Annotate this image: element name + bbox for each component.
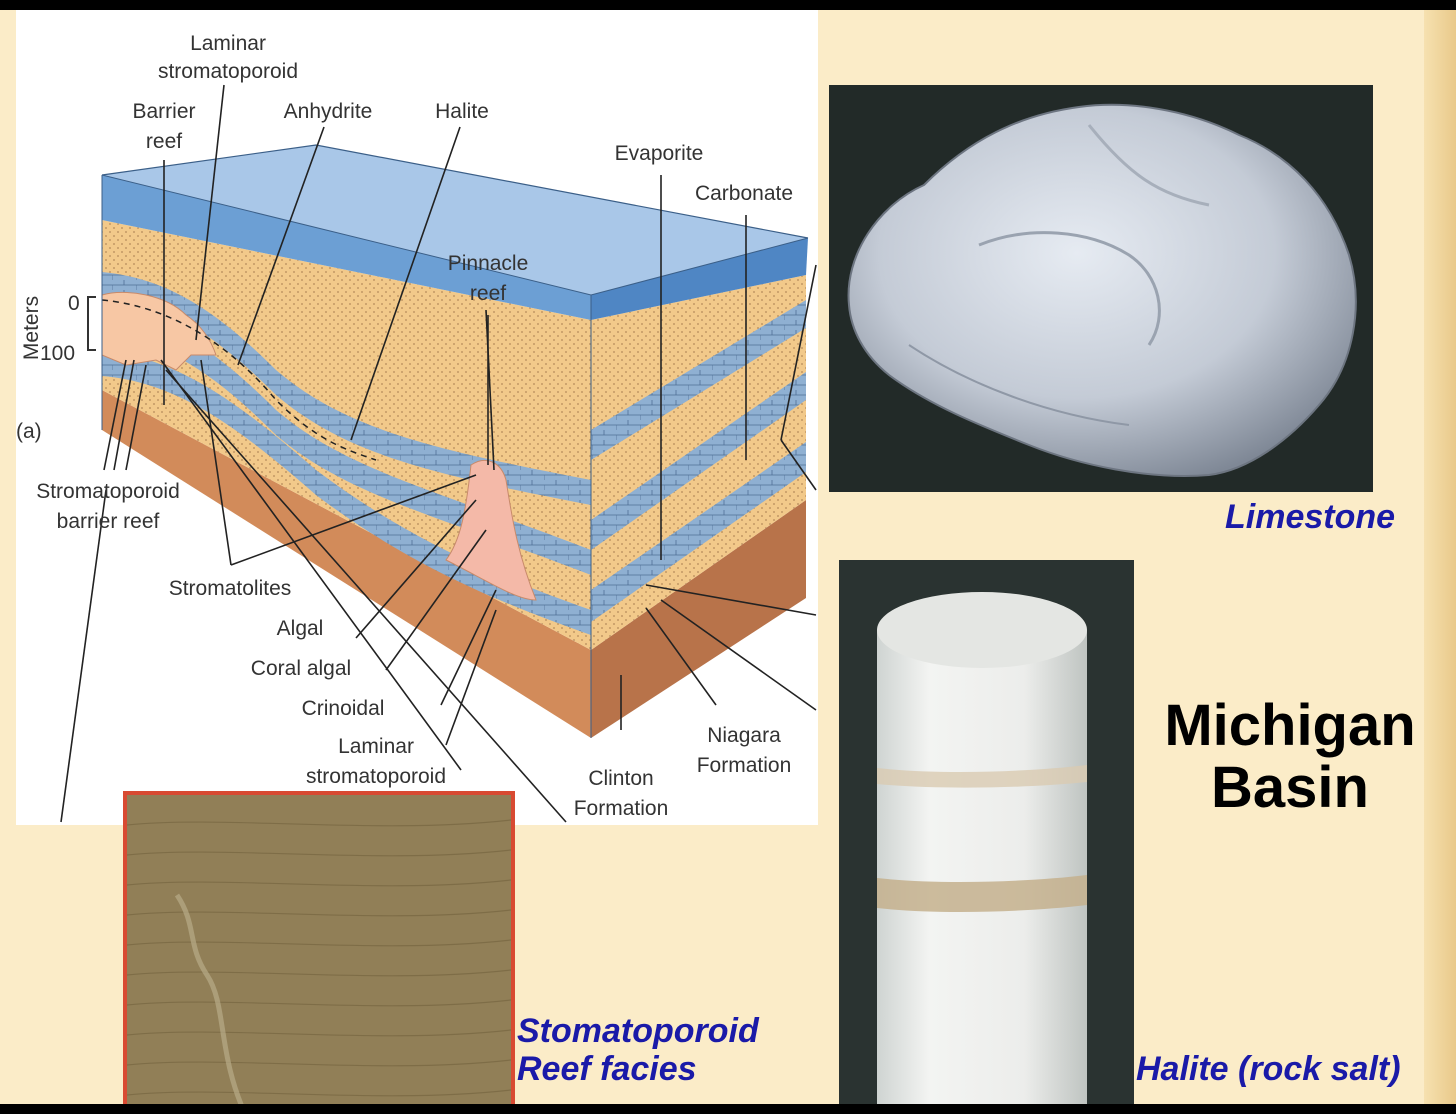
- slide-title: Michigan Basin: [1130, 695, 1450, 819]
- title-line2: Basin: [1211, 755, 1369, 820]
- label-crinoidal: Crinoidal: [302, 697, 385, 720]
- label-laminar-strom-bottom-2: stromatoporoid: [306, 765, 446, 788]
- label-laminar-strom-top-2: stromatoporoid: [158, 60, 298, 83]
- leader-lines: [60, 84, 817, 823]
- water-left-face: [102, 175, 591, 320]
- label-niagara-1: Niagara: [707, 724, 781, 747]
- label-scale-0: 0: [68, 292, 80, 315]
- caption-limestone: Limestone: [1225, 498, 1396, 536]
- label-anhydrite: Anhydrite: [284, 100, 373, 123]
- label-clinton-2: Formation: [574, 797, 669, 820]
- label-carbonate: Carbonate: [695, 182, 793, 205]
- label-barrier-reef-2: reef: [146, 130, 182, 153]
- water-top: [102, 145, 808, 295]
- water-right-face: [591, 238, 808, 320]
- pinnacle-reef-shape: [445, 460, 537, 601]
- label-laminar-strom-top-1: Laminar: [190, 32, 266, 55]
- caption-strom-line1: Stomatoporoid: [517, 1012, 759, 1050]
- right-edge-band: [1424, 10, 1456, 1104]
- diagram-labels: Laminar stromatoporoid Barrier reef Anhy…: [16, 32, 793, 820]
- label-halite: Halite: [435, 100, 489, 123]
- label-niagara-2: Formation: [697, 754, 792, 777]
- label-strom-barrier-1: Stromatoporoid: [36, 480, 180, 503]
- reef-block-diagram: Laminar stromatoporoid Barrier reef Anhy…: [16, 10, 818, 825]
- stromatoporoid-reef-photo: [123, 791, 515, 1104]
- slide: Laminar stromatoporoid Barrier reef Anhy…: [0, 10, 1456, 1104]
- label-pinnacle-reef-2: reef: [470, 282, 506, 305]
- block-diagram-svg: Laminar stromatoporoid Barrier reef Anhy…: [16, 32, 817, 823]
- label-strom-barrier-2: barrier reef: [57, 510, 160, 533]
- label-barrier-reef-1: Barrier: [132, 100, 195, 123]
- barrier-reef-shape: [101, 291, 217, 371]
- halite-core-photo: [839, 560, 1134, 1104]
- label-scale-100: 100: [40, 342, 75, 365]
- label-stromatolites: Stromatolites: [169, 577, 292, 600]
- caption-halite: Halite (rock salt): [1136, 1050, 1401, 1088]
- label-algal: Algal: [277, 617, 324, 640]
- label-clinton-1: Clinton: [588, 767, 653, 790]
- limestone-photo: [829, 85, 1373, 492]
- label-evaporite: Evaporite: [615, 142, 704, 165]
- caption-strom-line2: Reef facies: [517, 1050, 697, 1088]
- title-line1: Michigan: [1164, 693, 1416, 758]
- label-meters: Meters: [20, 296, 43, 360]
- caption-stromatoporoid: Stomatoporoid Reef facies: [517, 1012, 759, 1088]
- base-layer-right: [591, 500, 806, 738]
- base-layer-left: [102, 390, 591, 738]
- label-part-a: (a): [16, 420, 42, 443]
- label-laminar-strom-bottom-1: Laminar: [338, 735, 414, 758]
- label-pinnacle-reef-1: Pinnacle: [448, 252, 529, 275]
- bottom-bar: [0, 1104, 1456, 1114]
- label-coral-algal: Coral algal: [251, 657, 351, 680]
